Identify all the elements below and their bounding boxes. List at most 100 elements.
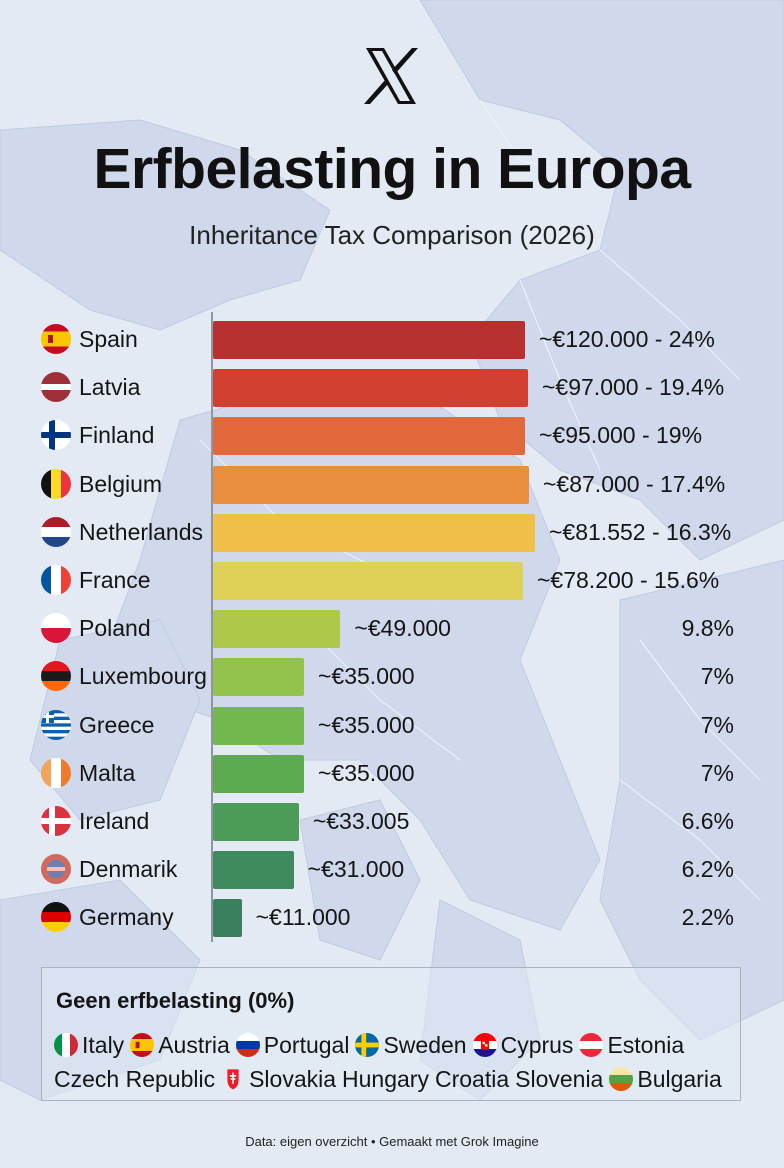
bar-germany bbox=[213, 899, 242, 938]
zero-tax-country: Hungary bbox=[342, 1066, 429, 1092]
bar-spain bbox=[213, 321, 525, 359]
russia-flag-icon bbox=[235, 1033, 260, 1057]
zero-tax-country-name: Sweden bbox=[383, 1032, 467, 1058]
france-flag-icon bbox=[41, 565, 71, 595]
bar-row-germany: Germany ~€11.000 2.2% bbox=[0, 894, 784, 942]
slovakia-shield-icon bbox=[221, 1067, 245, 1091]
sweden-flag-icon bbox=[355, 1033, 380, 1057]
zero-tax-country-name: Hungary bbox=[342, 1066, 429, 1092]
spain-flag-icon bbox=[130, 1033, 155, 1057]
bar-row-france: France ~€78.200 - 15.6% bbox=[0, 557, 784, 605]
bar-row-ireland: Ireland ~€33.005 6.6% bbox=[0, 798, 784, 846]
bar-luxembourg bbox=[213, 658, 304, 697]
zero-tax-country: Czech Republic bbox=[54, 1066, 215, 1092]
luxembourg-flag-icon bbox=[41, 661, 71, 692]
bar-malta bbox=[213, 754, 304, 793]
greece-flag-icon bbox=[41, 709, 71, 740]
bar-value-label: ~€35.000 bbox=[318, 711, 415, 738]
country-label: Denmarik bbox=[79, 856, 178, 883]
bar-france bbox=[213, 562, 523, 600]
bar-value-label: ~€78.200 - 15.6% bbox=[537, 567, 720, 593]
country-label: Belgium bbox=[79, 470, 163, 497]
croatia-flag-icon bbox=[472, 1033, 497, 1057]
bar-row-malta: Malta ~€35.000 7% bbox=[0, 750, 784, 798]
bar-greece bbox=[213, 706, 304, 745]
zero-tax-country-name: Estonia bbox=[607, 1032, 685, 1058]
zero-tax-country: Sweden bbox=[355, 1032, 467, 1058]
bar-value-label: ~€120.000 - 24% bbox=[539, 326, 715, 352]
chart-axis-line bbox=[211, 312, 213, 942]
germany-flag-icon bbox=[41, 902, 71, 933]
zero-tax-panel: Geen erfbelasting (0%) Italy Austria Portu… bbox=[41, 967, 741, 1101]
zero-tax-country-name: Portugal bbox=[263, 1032, 350, 1058]
zero-tax-country: Cyprus bbox=[472, 1032, 574, 1058]
bar-netherlands bbox=[213, 513, 535, 552]
bar-belgium bbox=[213, 465, 529, 504]
zero-tax-title: Geen erfbelasting (0%) bbox=[56, 988, 295, 1013]
bar-row-belgium: Belgium ~€87.000 - 17.4% bbox=[0, 461, 784, 509]
bar-row-greece: Greece ~€35.000 7% bbox=[0, 702, 784, 750]
bar-percent-label: 7% bbox=[700, 711, 734, 738]
bar-percent-label: 7% bbox=[700, 663, 734, 690]
country-label: Spain bbox=[79, 326, 138, 352]
x-logo-icon bbox=[364, 48, 418, 104]
finland-flag-icon bbox=[41, 420, 71, 451]
bar-finland bbox=[213, 417, 525, 456]
country-label: Malta bbox=[79, 759, 136, 786]
bulgaria-flag-icon bbox=[609, 1067, 634, 1091]
bar-percent-label: 6.6% bbox=[681, 808, 734, 834]
malta-flag-icon bbox=[41, 757, 71, 788]
zero-tax-country-name: Austria bbox=[158, 1032, 230, 1058]
bar-row-spain: Spain ~€120.000 - 24% bbox=[0, 316, 784, 364]
bar-row-latvia: Latvia ~€97.000 - 19.4% bbox=[0, 364, 784, 412]
zero-tax-country: Bulgaria bbox=[609, 1066, 722, 1092]
zero-tax-country-name: Italy bbox=[82, 1032, 125, 1058]
zero-tax-country: Portugal bbox=[235, 1032, 350, 1058]
footer-credit: Data: eigen overzicht • Gemaakt met Grok… bbox=[245, 1134, 539, 1149]
page-subtitle: Inheritance Tax Comparison (2026) bbox=[189, 220, 595, 250]
bar-value-label: ~€31.000 bbox=[307, 856, 405, 883]
bar-value-label: ~€95.000 - 19% bbox=[539, 422, 703, 449]
zero-tax-country: Estonia bbox=[579, 1032, 684, 1058]
country-label: Ireland bbox=[79, 808, 150, 834]
bar-row-luxembourg: Luxembourg ~€35.000 7% bbox=[0, 653, 784, 701]
bar-percent-label: 2.2% bbox=[681, 904, 734, 931]
country-label: Greece bbox=[79, 711, 155, 738]
bar-percent-label: 9.8% bbox=[681, 615, 734, 642]
zero-tax-country-name: Czech Republic bbox=[54, 1066, 216, 1092]
zero-tax-country-name: Slovenia bbox=[515, 1066, 604, 1092]
denmark-flag-icon bbox=[41, 854, 71, 885]
bar-value-label: ~€33.005 bbox=[312, 808, 410, 834]
italy-flag-icon bbox=[54, 1033, 78, 1057]
country-label: France bbox=[79, 567, 151, 593]
bar-denmarik bbox=[213, 851, 294, 890]
page-title: Erfbelasting in Europa bbox=[93, 137, 691, 201]
bar-value-label: ~€81.552 - 16.3% bbox=[549, 518, 732, 545]
bar-value-label: ~€35.000 bbox=[318, 663, 415, 690]
bar-percent-label: 7% bbox=[700, 759, 734, 786]
country-label: Germany bbox=[79, 904, 174, 931]
country-label: Netherlands bbox=[79, 518, 204, 545]
bar-row-netherlands: Netherlands ~€81.552 - 16.3% bbox=[0, 509, 784, 557]
country-label: Poland bbox=[79, 615, 151, 642]
bar-value-label: ~€49.000 bbox=[354, 615, 451, 642]
bar-value-label: ~€87.000 - 17.4% bbox=[543, 470, 726, 497]
bar-value-label: ~€97.000 - 19.4% bbox=[542, 374, 725, 401]
zero-tax-list-line-1: Italy Austria Portugal Sweden Cyprus Estonia bbox=[54, 1032, 690, 1059]
zero-tax-country-name: Croatia bbox=[434, 1066, 510, 1092]
country-label: Latvia bbox=[79, 374, 141, 401]
bar-percent-label: 6.2% bbox=[681, 856, 734, 883]
zero-tax-country: Austria bbox=[130, 1032, 230, 1058]
zero-tax-country-name: Cyprus bbox=[500, 1032, 574, 1058]
zero-tax-country: Slovenia bbox=[515, 1066, 603, 1092]
belgium-flag-icon bbox=[41, 468, 71, 499]
bar-latvia bbox=[213, 369, 528, 408]
bar-row-finland: Finland ~€95.000 - 19% bbox=[0, 412, 784, 460]
latvia-flag-icon bbox=[41, 372, 71, 403]
bar-value-label: ~€11.000 bbox=[255, 904, 351, 931]
austria-flag-icon bbox=[579, 1033, 604, 1057]
bar-value-label: ~€35.000 bbox=[318, 759, 415, 786]
bar-poland bbox=[213, 610, 341, 649]
zero-tax-country: Slovakia bbox=[221, 1066, 336, 1092]
bar-row-poland: Poland ~€49.000 9.8% bbox=[0, 605, 784, 653]
